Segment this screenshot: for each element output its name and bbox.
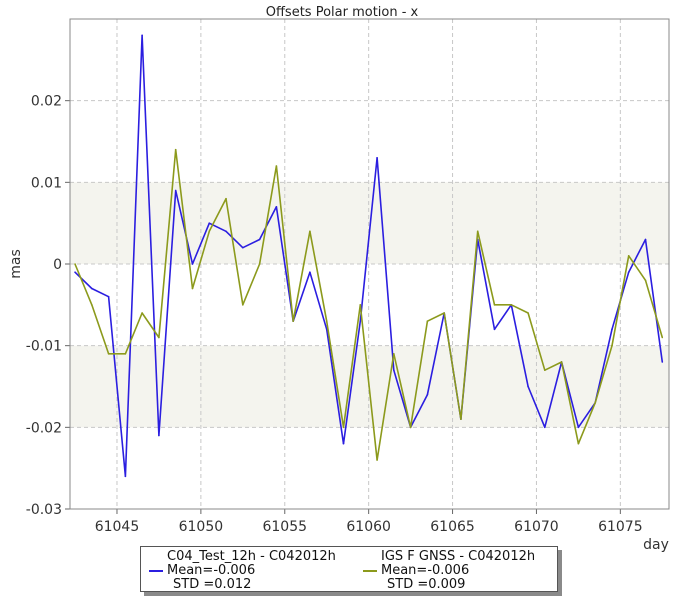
x-tick-label: 61060 <box>346 519 391 535</box>
data-point <box>460 418 462 420</box>
data-point <box>174 148 177 151</box>
data-point <box>409 426 412 429</box>
data-point <box>158 336 160 339</box>
data-point <box>141 34 143 37</box>
legend-series-1-swatch <box>149 570 163 572</box>
plot-border <box>69 18 670 510</box>
y-tick-label: -0.01 <box>26 339 62 355</box>
data-point <box>124 353 127 355</box>
data-point <box>594 402 596 404</box>
data-point <box>309 271 311 273</box>
series-line-2 <box>74 148 664 461</box>
data-point <box>107 353 110 355</box>
data-point <box>225 197 227 200</box>
data-point <box>242 304 244 306</box>
data-point <box>309 230 311 233</box>
data-point <box>342 426 345 429</box>
data-point <box>275 206 278 208</box>
data-point <box>661 336 664 339</box>
y-tick-label: -0.03 <box>26 502 62 518</box>
data-point <box>74 271 76 273</box>
data-point <box>627 271 630 273</box>
data-point <box>107 295 110 298</box>
data-point <box>393 353 395 355</box>
legend-series-1-mean: Mean=-0.006 <box>167 563 256 578</box>
data-point <box>544 426 546 429</box>
x-tick-label: 61050 <box>179 519 224 535</box>
data-point <box>325 328 328 331</box>
legend-series-2-swatch <box>363 570 377 572</box>
data-point <box>627 255 630 257</box>
data-point <box>292 320 294 322</box>
y-tick-label: -0.02 <box>26 420 62 436</box>
data-point <box>141 312 143 314</box>
data-point <box>644 279 647 282</box>
x-tick-label: 61070 <box>514 519 559 535</box>
legend-series-1-std: STD =0.012 <box>173 577 252 592</box>
data-point <box>258 238 261 241</box>
data-point <box>510 304 513 306</box>
data-point <box>493 328 496 331</box>
data-point <box>158 434 160 437</box>
y-tick-label: 0.01 <box>31 175 62 191</box>
data-point <box>359 304 362 306</box>
legend-series-1-name: C04_Test_12h - C042012h <box>167 549 336 564</box>
data-point <box>527 312 529 314</box>
data-point <box>393 369 395 371</box>
data-point <box>644 238 647 241</box>
data-point <box>124 475 127 478</box>
data-point <box>443 312 445 314</box>
x-axis-label: day <box>643 537 669 553</box>
x-tick-label: 61055 <box>262 519 307 535</box>
x-tick-label: 61045 <box>95 519 140 535</box>
data-point <box>476 230 479 233</box>
legend-series-2-mean: Mean=-0.006 <box>381 563 470 578</box>
background-band-1 <box>70 182 669 264</box>
data-point <box>376 459 378 461</box>
data-point <box>191 263 194 265</box>
data-point <box>359 320 362 322</box>
legend-series-2-std: STD =0.009 <box>387 577 466 592</box>
data-point <box>174 189 177 192</box>
data-point <box>544 369 546 371</box>
data-point <box>275 165 278 167</box>
data-point <box>426 320 429 322</box>
data-point <box>242 246 244 249</box>
y-axis-label: mas <box>8 249 24 279</box>
plot-area: -0.03 -0.02 -0.01 0 0.01 0.02 61045 61050 61055 6… <box>26 18 670 535</box>
legend-series-2-name: IGS F GNSS - C042012h <box>381 549 536 564</box>
data-point <box>426 393 429 396</box>
data-point <box>577 426 580 429</box>
data-point <box>225 230 227 233</box>
legend: C04_Test_12h - C042012h Mean=-0.006 STD … <box>140 546 558 592</box>
data-point <box>611 344 613 347</box>
data-point <box>325 320 328 322</box>
x-tick-label: 61075 <box>598 519 643 535</box>
data-point <box>493 304 496 306</box>
data-point <box>342 442 345 445</box>
x-tick-label: 61065 <box>430 519 475 535</box>
y-tick-label: 0.02 <box>31 94 62 110</box>
y-tick-label: 0 <box>53 257 62 273</box>
data-point <box>376 157 378 159</box>
data-point <box>74 263 76 265</box>
data-point <box>577 442 580 445</box>
chart-title: Offsets Polar motion - x <box>266 5 419 20</box>
data-point <box>91 287 93 290</box>
data-point <box>208 230 211 233</box>
data-point <box>91 304 93 306</box>
data-point <box>661 361 664 363</box>
data-point <box>191 287 194 290</box>
data-point <box>560 361 563 363</box>
data-point <box>258 263 261 265</box>
data-point <box>527 385 529 388</box>
data-point <box>208 222 211 224</box>
data-point <box>611 328 613 331</box>
